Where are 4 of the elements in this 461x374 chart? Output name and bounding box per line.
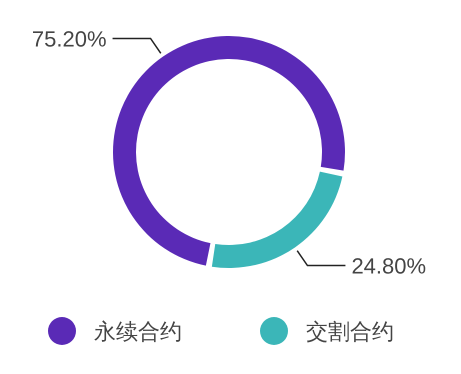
legend-label: 交割合约 [306,320,394,345]
data-label: 24.80% [351,254,426,279]
legend-label: 永续合约 [94,320,182,345]
data-label: 75.20% [32,26,107,52]
